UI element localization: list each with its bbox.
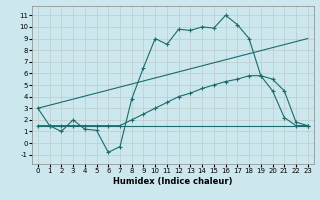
X-axis label: Humidex (Indice chaleur): Humidex (Indice chaleur) — [113, 177, 233, 186]
